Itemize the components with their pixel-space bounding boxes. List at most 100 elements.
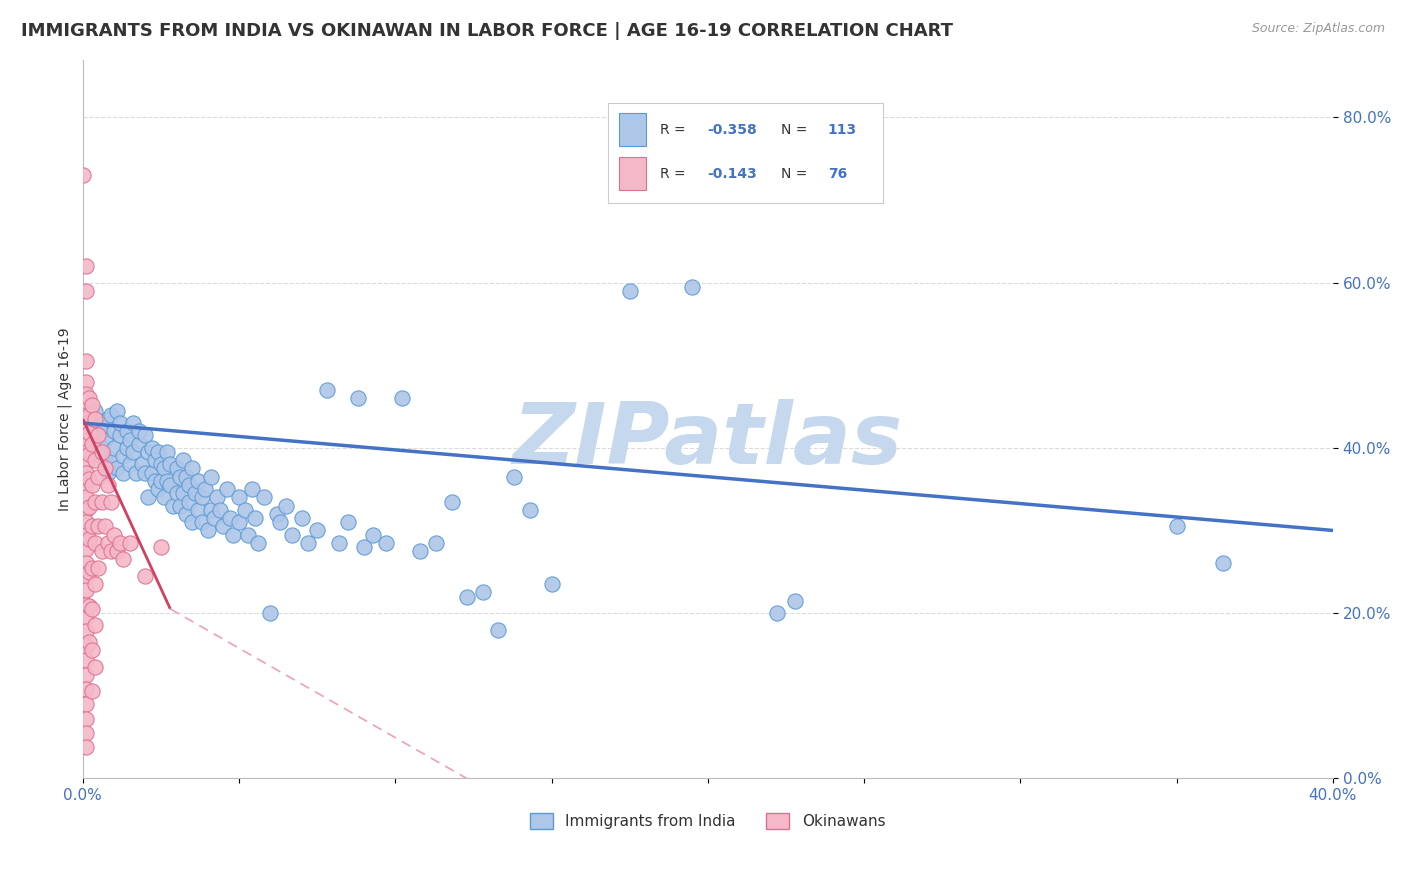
Point	[121, 416, 143, 430]
Point	[212, 519, 235, 533]
Point	[82, 416, 104, 430]
Point	[209, 502, 232, 516]
Point	[77, 447, 100, 461]
Point	[363, 527, 385, 541]
Point	[90, 425, 112, 439]
Point	[128, 425, 150, 439]
Point	[97, 536, 120, 550]
Point	[141, 441, 163, 455]
Point	[149, 540, 172, 554]
Point	[75, 598, 97, 612]
Point	[82, 436, 104, 450]
Point	[75, 375, 97, 389]
Point	[75, 259, 97, 273]
Text: ZIPatlas: ZIPatlas	[513, 399, 903, 482]
Point	[115, 441, 138, 455]
Point	[77, 565, 100, 579]
Point	[75, 712, 97, 726]
Point	[77, 391, 100, 405]
Point	[105, 461, 128, 475]
Point	[75, 541, 97, 556]
Point	[90, 494, 112, 508]
Point	[72, 168, 94, 182]
Point	[82, 684, 104, 698]
Point	[75, 610, 97, 624]
Legend: Immigrants from India, Okinawans: Immigrants from India, Okinawans	[524, 807, 891, 835]
Point	[215, 482, 238, 496]
Point	[197, 524, 219, 538]
Point	[118, 458, 141, 472]
Point	[146, 482, 169, 496]
Point	[112, 552, 135, 566]
Point	[103, 425, 125, 439]
Point	[75, 697, 97, 711]
Point	[134, 428, 156, 442]
Point	[200, 502, 222, 516]
Point	[75, 478, 97, 492]
Point	[82, 449, 104, 463]
Point	[233, 502, 256, 516]
Point	[328, 536, 350, 550]
Point	[169, 469, 191, 483]
Point	[202, 511, 225, 525]
Point	[374, 536, 396, 550]
Point	[110, 416, 132, 430]
Point	[93, 433, 115, 447]
Point	[194, 482, 217, 496]
Point	[75, 354, 97, 368]
Point	[131, 458, 153, 472]
Point	[456, 590, 478, 604]
Point	[1212, 557, 1234, 571]
Point	[75, 412, 97, 426]
Point	[103, 527, 125, 541]
Point	[75, 456, 97, 470]
Point	[110, 428, 132, 442]
Point	[100, 453, 122, 467]
Point	[162, 499, 184, 513]
Point	[75, 466, 97, 480]
Point	[156, 474, 179, 488]
Point	[266, 507, 288, 521]
Point	[118, 433, 141, 447]
Point	[471, 585, 494, 599]
Point	[166, 486, 188, 500]
Point	[84, 577, 107, 591]
Point	[93, 461, 115, 475]
Point	[143, 453, 166, 467]
Point	[391, 391, 413, 405]
Point	[149, 474, 172, 488]
Point	[100, 494, 122, 508]
Point	[519, 502, 541, 516]
Point	[190, 515, 212, 529]
Point	[75, 408, 97, 422]
Point	[143, 474, 166, 488]
Point	[75, 668, 97, 682]
Point	[97, 466, 120, 480]
Point	[82, 560, 104, 574]
Point	[112, 449, 135, 463]
Point	[87, 469, 110, 483]
Point	[90, 445, 112, 459]
Point	[75, 681, 97, 696]
Point	[205, 491, 228, 505]
Point	[97, 478, 120, 492]
Point	[118, 536, 141, 550]
Point	[181, 515, 204, 529]
Point	[75, 502, 97, 516]
Point	[90, 441, 112, 455]
Point	[134, 569, 156, 583]
Point	[540, 577, 562, 591]
Point	[346, 391, 368, 405]
Point	[75, 284, 97, 298]
Point	[84, 494, 107, 508]
Point	[121, 445, 143, 459]
Point	[75, 491, 97, 505]
Point	[75, 416, 97, 430]
Point	[290, 511, 312, 525]
Point	[297, 536, 319, 550]
Point	[93, 449, 115, 463]
Point	[174, 507, 197, 521]
Point	[84, 412, 107, 426]
Point	[112, 466, 135, 480]
Point	[77, 472, 100, 486]
